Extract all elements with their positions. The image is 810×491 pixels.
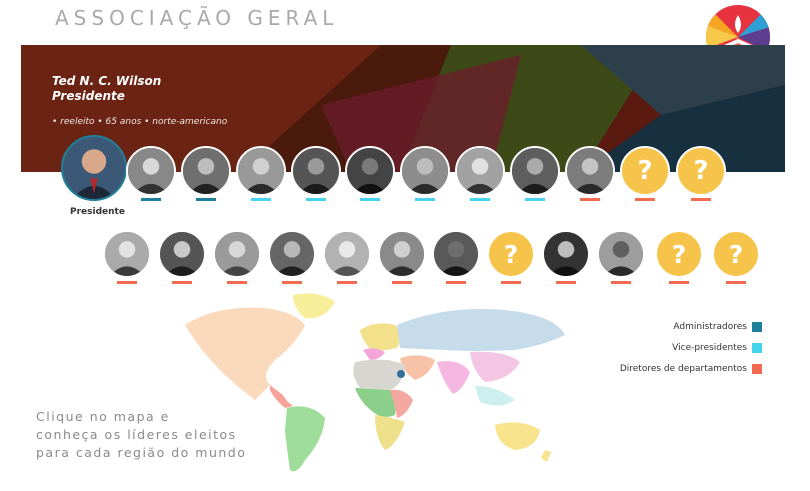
role-bar bbox=[251, 198, 271, 201]
legend-diretores: Diretores de departamentos bbox=[620, 364, 762, 374]
role-bar bbox=[556, 281, 576, 284]
role-bar bbox=[360, 198, 380, 201]
vacant-placeholder[interactable]: ? bbox=[655, 230, 703, 278]
legend-label: Administradores bbox=[673, 322, 747, 332]
role-bar bbox=[227, 281, 247, 284]
portrait-vice-6[interactable] bbox=[510, 146, 560, 196]
legend-administradores: Administradores bbox=[673, 322, 762, 332]
legend-swatch bbox=[752, 322, 762, 332]
region-new-zealand bbox=[541, 450, 551, 462]
portrait-director-3[interactable] bbox=[158, 230, 206, 278]
role-bar bbox=[446, 281, 466, 284]
legend-swatch bbox=[752, 343, 762, 353]
portrait-vice-2[interactable] bbox=[291, 146, 341, 196]
role-bar bbox=[415, 198, 435, 201]
role-bar bbox=[669, 281, 689, 284]
vacant-placeholder[interactable]: ? bbox=[712, 230, 760, 278]
region-greenland bbox=[293, 293, 335, 319]
role-bar bbox=[141, 198, 161, 201]
region-east-asia bbox=[470, 351, 520, 382]
vacant-placeholder[interactable]: ? bbox=[620, 146, 670, 196]
legend-label: Vice-presidentes bbox=[672, 343, 747, 353]
portrait-director-1[interactable] bbox=[565, 146, 615, 196]
location-marker bbox=[397, 370, 405, 378]
role-bar bbox=[501, 281, 521, 284]
region-southeast-asia bbox=[475, 385, 515, 406]
region-middle-east bbox=[400, 355, 435, 380]
role-bar bbox=[196, 198, 216, 201]
region-south-america bbox=[285, 406, 325, 472]
portrait-vice-3[interactable] bbox=[345, 146, 395, 196]
portrait-vice-1[interactable] bbox=[236, 146, 286, 196]
portrait-director-8[interactable] bbox=[432, 230, 480, 278]
role-bar bbox=[635, 198, 655, 201]
region-southern-africa bbox=[375, 415, 405, 450]
portrait-director-2[interactable] bbox=[103, 230, 151, 278]
role-bar bbox=[392, 281, 412, 284]
region-east-africa bbox=[390, 389, 413, 418]
role-bar bbox=[172, 281, 192, 284]
legend-label: Diretores de departamentos bbox=[619, 364, 747, 374]
role-bar bbox=[726, 281, 746, 284]
region-north-africa bbox=[353, 359, 405, 390]
portrait-director-6[interactable] bbox=[323, 230, 371, 278]
region-north-america bbox=[185, 307, 305, 400]
region-southern-europe bbox=[363, 348, 385, 360]
region-central-america bbox=[270, 385, 293, 408]
role-bar bbox=[525, 198, 545, 201]
legend-vice: Vice-presidentes bbox=[672, 343, 762, 353]
portrait-vice-4[interactable] bbox=[400, 146, 450, 196]
map-instruction: Clique no mapa e conheça os líderes elei… bbox=[36, 409, 247, 460]
portrait-vice-5[interactable] bbox=[455, 146, 505, 196]
role-bar bbox=[282, 281, 302, 284]
page-title: ASSOCIAÇÃO GERAL bbox=[55, 6, 339, 30]
portrait-director-4[interactable] bbox=[213, 230, 261, 278]
portrait-director-10[interactable] bbox=[597, 230, 645, 278]
world-map[interactable] bbox=[175, 290, 575, 484]
portrait-admin-1[interactable] bbox=[126, 146, 176, 196]
role-bar bbox=[611, 281, 631, 284]
president-caption: Presidente bbox=[70, 207, 125, 217]
portrait-admin-2[interactable] bbox=[181, 146, 231, 196]
region-south-asia bbox=[437, 361, 470, 394]
vacant-placeholder[interactable]: ? bbox=[487, 230, 535, 278]
region-west-central-africa bbox=[355, 388, 396, 417]
region-northern-asia bbox=[397, 309, 565, 351]
president-name: Ted N. C. Wilson bbox=[52, 74, 162, 88]
legend-swatch bbox=[752, 364, 762, 374]
role-bar bbox=[691, 198, 711, 201]
region-europe bbox=[360, 323, 401, 352]
role-bar bbox=[306, 198, 326, 201]
portrait-director-7[interactable] bbox=[378, 230, 426, 278]
president-role: Presidente bbox=[52, 89, 125, 103]
role-bar bbox=[470, 198, 490, 201]
role-bar bbox=[337, 281, 357, 284]
portrait-president[interactable] bbox=[61, 135, 127, 201]
portrait-director-5[interactable] bbox=[268, 230, 316, 278]
role-bar bbox=[580, 198, 600, 201]
region-australia bbox=[495, 422, 540, 450]
portrait-director-9[interactable] bbox=[542, 230, 590, 278]
vacant-placeholder[interactable]: ? bbox=[676, 146, 726, 196]
president-meta: • reeleito • 65 anos • norte-americano bbox=[52, 117, 228, 127]
role-bar bbox=[117, 281, 137, 284]
